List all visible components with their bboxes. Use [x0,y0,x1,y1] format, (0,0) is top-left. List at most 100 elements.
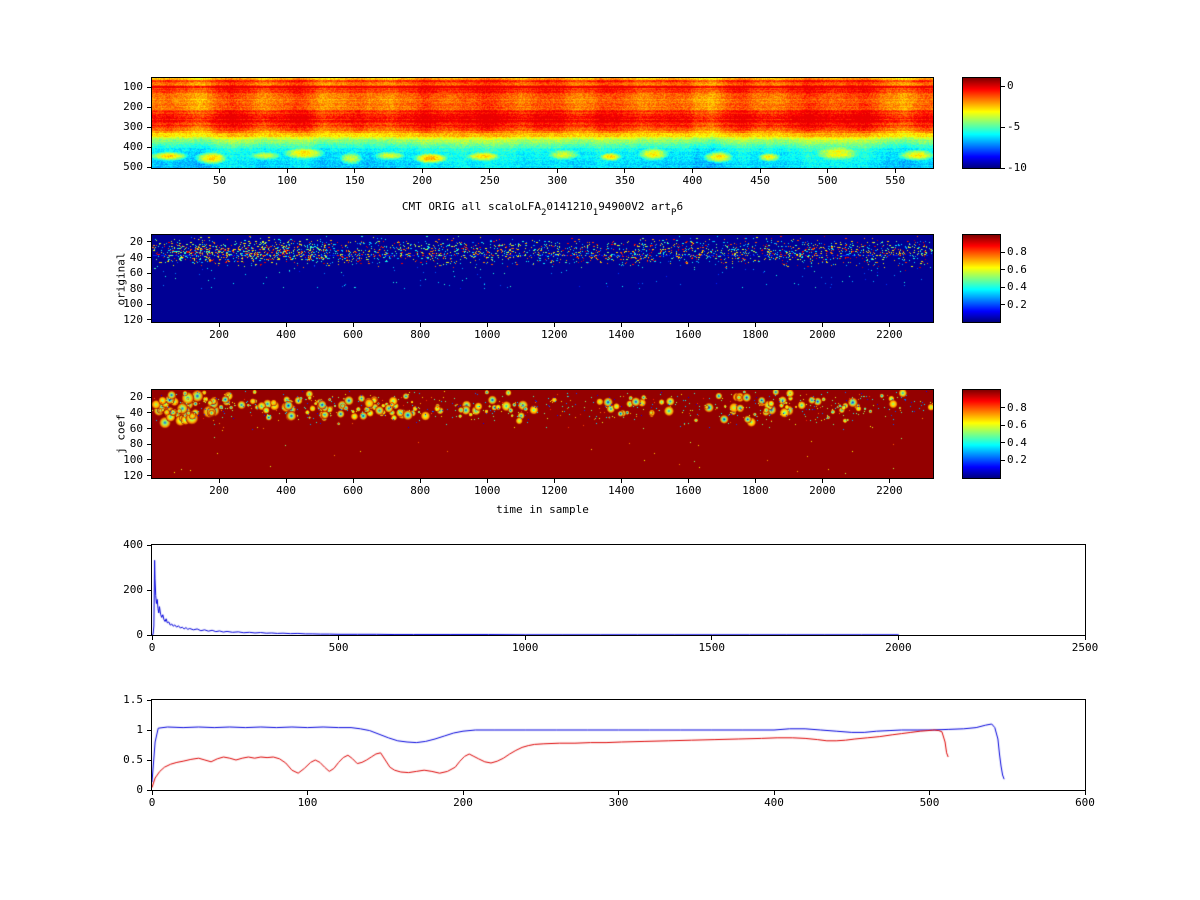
x-tick-mark [620,323,622,327]
x-tick-mark [687,479,689,483]
x-tick-label: 150 [344,174,365,187]
x-tick-mark [897,636,899,640]
y-tick-mark [147,634,151,636]
y-tick-label: 400 [123,140,143,153]
x-tick-mark [421,169,423,173]
colorbar-tick-mark [1001,304,1005,306]
y-tick-label: 300 [123,120,143,133]
colorbar-tick-label: -5 [1007,120,1021,134]
x-tick-mark [352,323,354,327]
x-tick-label: 500 [328,641,349,654]
y-tick-label: 20 [129,390,143,404]
x-tick-mark [929,791,930,795]
x-tick-label: 2000 [809,328,836,341]
x-tick-label: 400 [682,174,703,187]
x-tick-mark [754,479,756,483]
x-tick-label: 100 [277,174,298,187]
title-text: 94900V2 art [598,200,672,213]
scalogram-image [152,78,933,168]
figure-title: CMT ORIG all scaloLFA20141210194900V2 ar… [152,200,933,218]
y-tick-label: 200 [123,583,143,596]
x-tick-label: 400 [276,328,296,341]
x-tick-label: 450 [750,174,770,187]
ratio-plot-panel [151,699,1086,791]
x-tick-mark [352,479,354,483]
x-tick-mark [553,323,555,327]
x-tick-label: 600 [343,328,364,341]
title-subscript: 1 [592,208,599,218]
y-tick-label: 0 [136,628,143,641]
colorbar-tick-label: 0.6 [1007,418,1027,432]
x-tick-mark [759,169,761,173]
x-tick-label: 350 [614,174,635,187]
x-tick-mark [219,169,221,173]
colorbar-tick-label: 0.2 [1007,453,1027,467]
x-tick-mark [687,323,689,327]
x-tick-mark [773,791,775,795]
x-tick-label: 200 [209,484,229,497]
y-tick-mark [147,729,151,731]
x-tick-mark [1084,791,1086,795]
y-tick-label: 100 [123,452,143,466]
x-tick-label: 500 [919,796,940,809]
y-tick-label: 1.5 [123,693,143,706]
x-tick-label: 600 [343,484,364,497]
colorbar-tick-label: 0.4 [1007,435,1027,449]
y-tick-mark [147,789,151,791]
y-tick-label: 0.5 [123,753,143,766]
y-tick-mark [147,759,151,761]
x-tick-label: 500 [817,174,838,187]
x-tick-mark [754,323,756,327]
y-tick-label: 120 [123,312,143,326]
colorbar-tick-label: 0.4 [1007,280,1027,294]
colorbar-tick-label: 0.8 [1007,400,1027,414]
x-tick-mark [486,479,488,483]
x-tick-mark [821,479,823,483]
x-tick-label: 250 [479,174,500,187]
y-tick-mark [147,166,151,168]
colorbar-tick-mark [1001,167,1005,169]
colorbar-tick-mark [1001,251,1005,253]
colorbar-tick-mark [1001,424,1005,426]
title-text: 6 [676,200,684,213]
jcoef-colorbar [962,389,1001,479]
x-tick-mark [285,479,287,483]
y-tick-mark [147,303,151,305]
colorbar-tick-mark [1001,286,1005,288]
y-tick-mark [147,544,151,546]
x-tick-label: 1800 [742,328,769,341]
y-tick-mark [147,589,151,591]
x-tick-mark [553,479,555,483]
x-tick-label: 300 [547,174,568,187]
x-tick-label: 550 [885,174,906,187]
x-tick-mark [286,169,288,173]
y-tick-label: 80 [129,281,143,295]
y-tick-mark [147,443,151,445]
x-tick-label: 200 [209,328,229,341]
x-tick-mark [618,791,619,795]
y-tick-mark [147,428,151,429]
y-tick-label: 40 [129,250,143,264]
colorbar-tick-label: 0.6 [1007,262,1027,276]
x-tick-mark [307,791,308,795]
title-text: 0141210 [546,200,593,213]
x-tick-label: 1600 [675,328,702,341]
y-tick-label: 100 [123,80,143,93]
colorbar-tick-mark [1001,442,1005,444]
y-tick-mark [147,475,151,477]
x-tick-label: 2000 [809,484,836,497]
x-tick-mark [894,169,896,173]
y-tick-label: 60 [129,266,143,280]
y-tick-mark [147,459,151,461]
x-tick-mark [462,791,464,795]
x-tick-label: 1000 [473,484,501,497]
x-tick-label: 0 [148,796,156,809]
colorbar-tick-label: 0.8 [1007,245,1027,259]
x-tick-mark [151,636,153,640]
y-tick-mark [147,241,151,243]
x-tick-label: 0 [148,641,156,654]
x-tick-label: 1000 [511,641,539,654]
ratio-plot [152,700,1085,790]
x-tick-mark [691,169,693,173]
